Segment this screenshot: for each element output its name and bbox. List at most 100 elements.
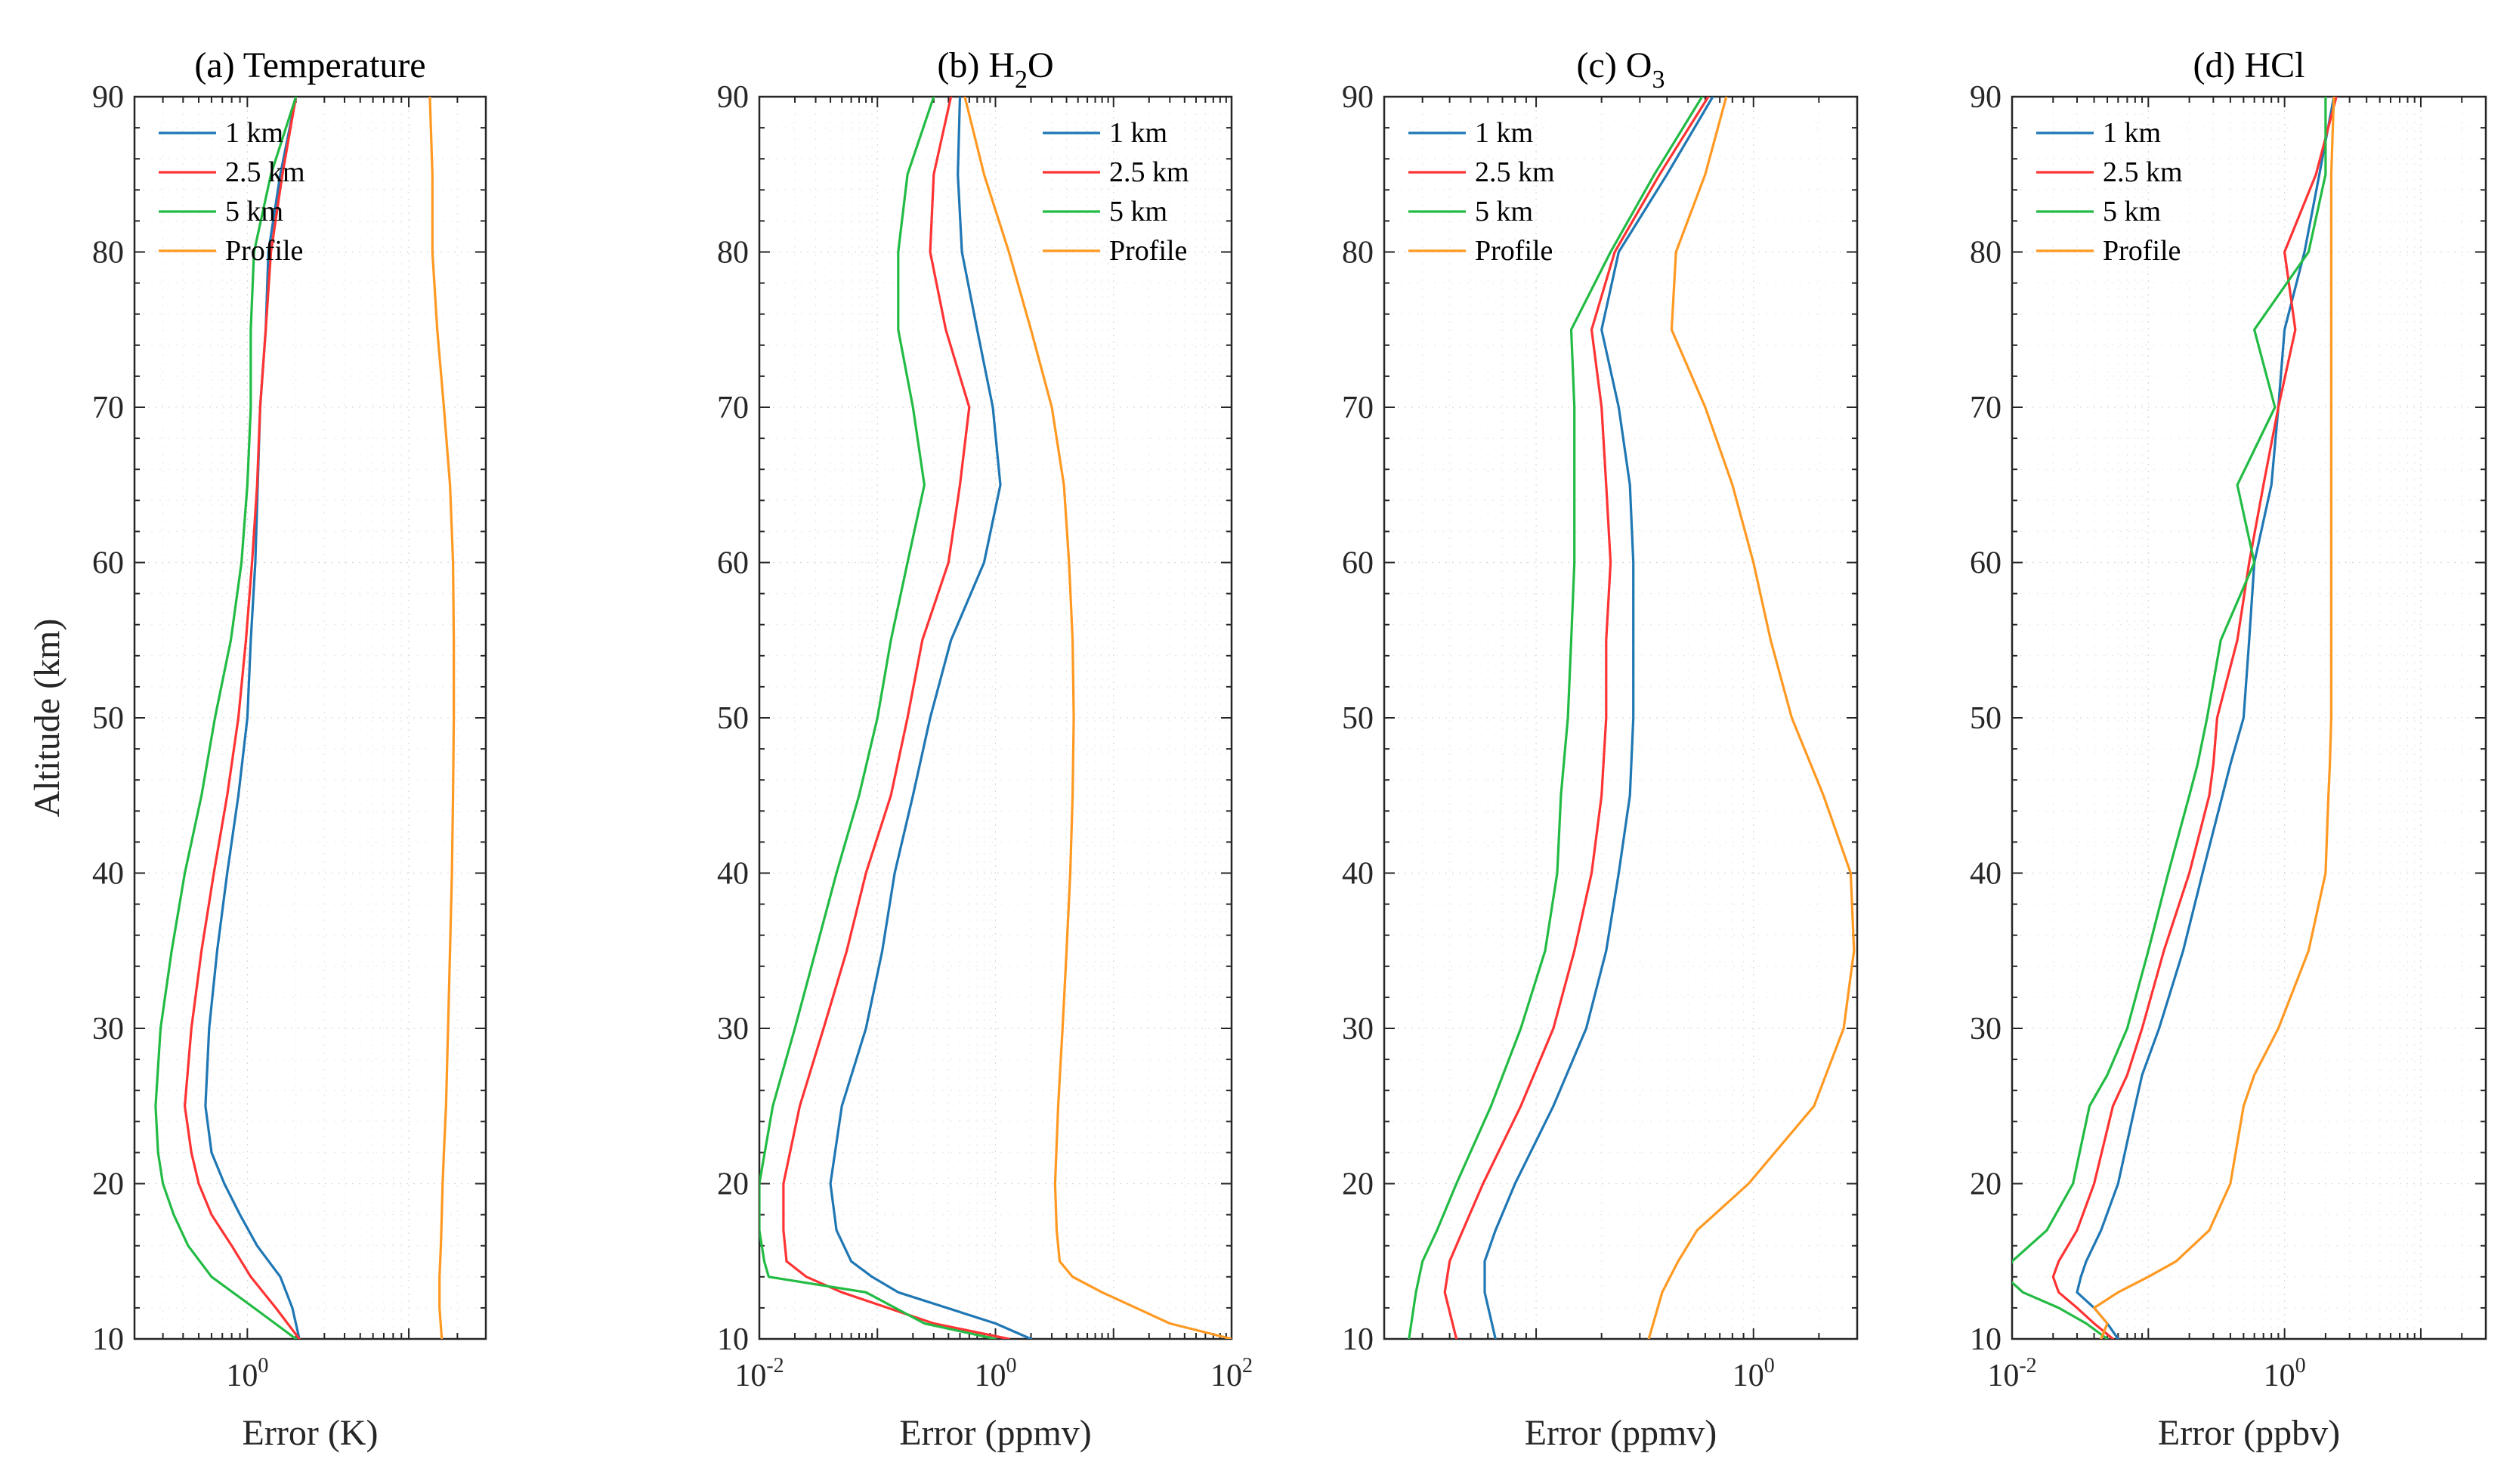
chart-title: (b) H2O	[937, 45, 1053, 94]
chart-title-suffix: O	[1028, 45, 1054, 85]
y-tick-label: 10	[1970, 1322, 2002, 1357]
legend: 1 km 2.5 km 5 km Profile	[159, 117, 305, 267]
y-tick-label: 60	[717, 546, 749, 581]
x-tick-label: 10-2	[1987, 1354, 2036, 1393]
series-line-5-km	[759, 97, 997, 1339]
legend-label: 2.5 km	[225, 156, 305, 188]
legend-label: 1 km	[1475, 117, 1533, 149]
y-tick-label: 30	[717, 1012, 749, 1047]
grid	[1383, 96, 1858, 1340]
series-line-2-5-km	[782, 97, 1010, 1339]
y-tick-label: 80	[1342, 236, 1374, 271]
grid	[134, 96, 487, 1340]
x-tick-base: 10	[975, 1359, 1006, 1393]
legend-label: Profile	[1475, 235, 1553, 267]
x-tick-base: 10	[734, 1359, 766, 1393]
series-group	[154, 97, 456, 1339]
series-line-1-km	[1483, 97, 1714, 1339]
y-tick-label: 40	[1970, 857, 2002, 892]
y-tick-label: 20	[1342, 1167, 1374, 1202]
x-tick-label: 100	[2264, 1354, 2306, 1393]
tick-marks	[2011, 96, 2487, 1340]
y-tick-label: 30	[1970, 1012, 2002, 1047]
x-axis-title: Error (ppmv)	[899, 1413, 1092, 1453]
y-tick-label: 90	[717, 80, 749, 115]
y-tick-label: 50	[1970, 701, 2002, 736]
y-tick-label: 30	[1342, 1012, 1374, 1047]
y-tick-label: 20	[92, 1167, 124, 1202]
y-tick-label: 80	[92, 236, 124, 271]
chart-title: (c) O3	[1577, 45, 1665, 94]
x-tick-exponent: 0	[1006, 1354, 1017, 1377]
y-tick-label: 10	[717, 1322, 749, 1357]
legend-label: 2.5 km	[2103, 156, 2183, 188]
x-tick-base: 10	[1210, 1359, 1242, 1393]
y-tick-label: 20	[1970, 1167, 2002, 1202]
y-tick-label: 70	[717, 391, 749, 425]
y-tick-label: 40	[92, 857, 124, 892]
legend-label: Profile	[225, 235, 303, 267]
x-tick-exponent: -2	[2019, 1354, 2036, 1377]
x-tick-exponent: -2	[766, 1354, 784, 1377]
series-line-1-km	[829, 97, 1033, 1339]
y-tick-label: 60	[1970, 546, 2002, 581]
y-tick-label: 10	[92, 1322, 124, 1357]
y-axis-title: Altitude (km)	[27, 619, 67, 818]
legend-label: 5 km	[1109, 196, 1167, 227]
x-tick-base: 10	[1733, 1359, 1764, 1393]
legend-label: Profile	[2103, 235, 2181, 267]
y-tick-label: 60	[92, 546, 124, 581]
x-axis-title: Error (ppmv)	[1525, 1413, 1717, 1453]
y-tick-label: 40	[717, 857, 749, 892]
tick-marks	[1383, 96, 1858, 1340]
y-tick-label: 20	[717, 1167, 749, 1202]
x-tick-base: 10	[1987, 1359, 2019, 1393]
legend-label: 5 km	[2103, 196, 2161, 227]
x-axis-title: Error (ppbv)	[2158, 1413, 2340, 1453]
tick-marks	[134, 96, 487, 1340]
chart-title: (d) HCl	[2193, 45, 2305, 85]
legend-label: Profile	[1109, 235, 1187, 267]
y-tick-label: 80	[717, 236, 749, 271]
y-tick-label: 80	[1970, 236, 2002, 271]
legend-label: 1 km	[225, 117, 283, 149]
series-line-profile	[1647, 97, 1856, 1339]
x-tick-base: 10	[2264, 1359, 2295, 1393]
legend-label: 1 km	[1109, 117, 1167, 149]
legend-label: 2.5 km	[1475, 156, 1555, 188]
y-tick-label: 90	[1342, 80, 1374, 115]
y-tick-label: 90	[1970, 80, 2002, 115]
y-tick-label: 10	[1342, 1322, 1374, 1357]
tick-marks	[759, 96, 1232, 1340]
series-line-2-5-km	[2051, 97, 2338, 1339]
x-tick-exponent: 0	[258, 1354, 268, 1377]
y-tick-label: 50	[1342, 701, 1374, 736]
series-line-profile	[2093, 97, 2335, 1339]
grid	[2011, 96, 2487, 1340]
x-tick-label: 100	[1733, 1354, 1775, 1393]
y-tick-label: 50	[717, 701, 749, 736]
legend: 1 km 2.5 km 5 km Profile	[1043, 117, 1189, 267]
series-group	[2012, 97, 2338, 1339]
series-line-2-5-km	[1443, 97, 1710, 1339]
series-line-2-5-km	[184, 97, 301, 1339]
legend-label: 1 km	[2103, 117, 2161, 149]
series-line-5-km	[2012, 97, 2327, 1339]
legend-label: 5 km	[225, 196, 283, 227]
chart-title: (a) Temperature	[194, 45, 425, 85]
grid	[759, 96, 1232, 1340]
x-tick-label: 10-2	[734, 1354, 784, 1393]
x-tick-label: 100	[975, 1354, 1017, 1393]
legend: 1 km 2.5 km 5 km Profile	[2036, 117, 2183, 267]
x-tick-label: 102	[1210, 1354, 1253, 1393]
series-line-1-km	[2076, 97, 2335, 1339]
x-axis-title: Error (K)	[243, 1413, 379, 1453]
series-group	[1408, 97, 1856, 1339]
y-tick-label: 90	[92, 80, 124, 115]
x-tick-exponent: 0	[1764, 1354, 1775, 1377]
y-tick-label: 70	[92, 391, 124, 425]
y-tick-label: 70	[1970, 391, 2002, 425]
